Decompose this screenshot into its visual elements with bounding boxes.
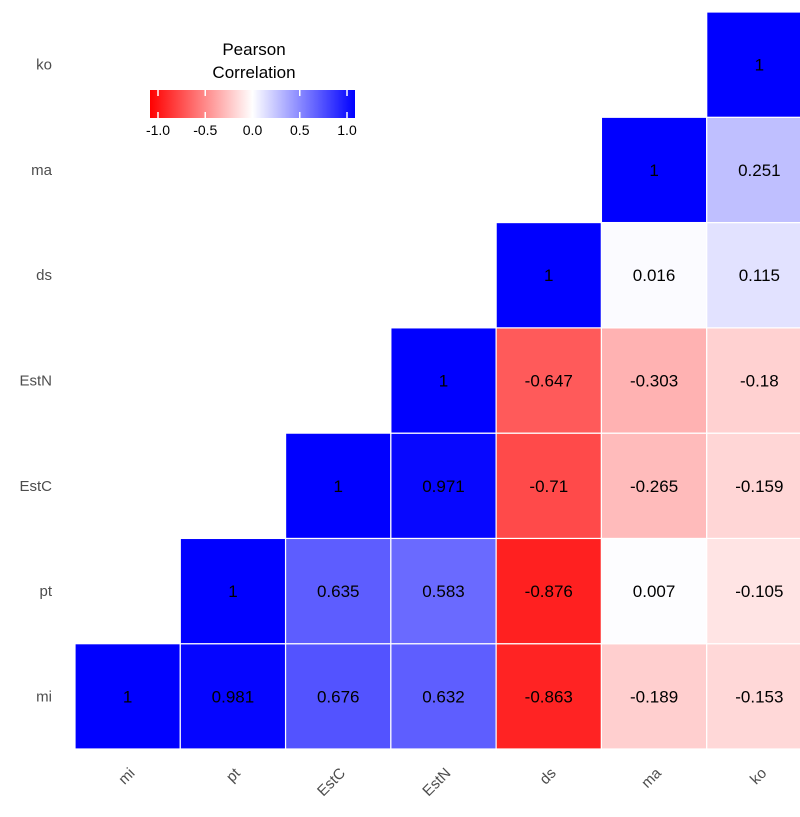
cell-value-label: 1: [439, 372, 448, 391]
cell-value-label: 0.016: [633, 266, 676, 285]
heatmap-cell-mi-EstN: [390, 643, 497, 750]
heatmap-cell-mi-mi: [74, 643, 181, 750]
cell-value-label: 0.676: [317, 687, 360, 706]
legend-tick-label: 0.5: [290, 122, 310, 138]
heatmap-cell-mi-ma: [600, 643, 708, 750]
cell-value-label: -0.105: [735, 582, 783, 601]
cell-value-label: 0.115: [739, 266, 780, 285]
cell-value-label: 0.251: [738, 161, 781, 180]
x-axis-labels: mi pt EstC EstN ds ma ko: [115, 764, 770, 800]
y-tick-label-EstN: EstN: [19, 373, 52, 390]
cell-value-label: 0.007: [633, 582, 676, 601]
y-tick-label-ma: ma: [31, 162, 52, 179]
cell-value-label: 1: [228, 582, 237, 601]
heatmap-cell-EstN-EstN: [390, 327, 497, 434]
x-tick-label-mi: mi: [115, 765, 138, 788]
cell-value-label: 1: [649, 161, 658, 180]
x-tick-label-EstC: EstC: [314, 765, 349, 800]
legend-title-line1: Pearson: [222, 40, 285, 59]
heatmap-cell-ma-ma: [600, 116, 708, 224]
y-axis-labels: mi pt EstC EstN ds ma ko: [19, 57, 52, 706]
cell-value-label: -0.159: [735, 477, 783, 496]
heatmap-cell-pt-EstN: [390, 537, 497, 645]
heatmap-cell-mi-pt: [179, 643, 287, 750]
x-tick-label-ma: ma: [638, 764, 665, 791]
legend-tick-label: 0.0: [243, 122, 263, 138]
cell-value-label: -0.303: [630, 372, 678, 391]
cell-value-label: 0.635: [317, 582, 360, 601]
heatmap-cell-ds-ma: [600, 221, 708, 329]
cell-value-label: -0.18: [740, 372, 779, 391]
cell-value-label: -0.863: [525, 687, 573, 706]
x-tick-label-ds: ds: [536, 765, 559, 788]
x-tick-label-pt: pt: [223, 764, 244, 785]
cell-value-label: 0.971: [422, 477, 465, 496]
heatmap-cell-pt-ko: [706, 537, 800, 645]
heatmap-cell-EstC-ko: [706, 432, 800, 540]
cell-value-label: 0.632: [422, 687, 465, 706]
heatmap-cell-ma-ko: [706, 116, 800, 224]
cell-value-label: 1: [123, 687, 132, 706]
y-tick-label-pt: pt: [39, 583, 52, 600]
heatmap-cell-EstC-EstC: [284, 432, 392, 540]
heatmap-cell-mi-ds: [495, 643, 603, 750]
legend-title-line2: Correlation: [212, 63, 295, 82]
legend-tick-label: -0.5: [193, 122, 217, 138]
heatmap-cell-EstN-ds: [495, 327, 603, 434]
cell-value-label: 1: [544, 266, 553, 285]
heatmap-cell-pt-ma: [600, 537, 708, 645]
heatmap-cell-EstC-EstN: [390, 432, 497, 540]
heatmap-cell-ds-ds: [495, 221, 603, 329]
heatmap-cell-EstN-ma: [600, 327, 708, 434]
legend-tick-label: -1.0: [146, 122, 170, 138]
y-tick-label-ds: ds: [36, 267, 52, 284]
color-legend: Pearson Correlation -1.0 -0.5 0.0 0.5 1.0: [146, 40, 357, 138]
cell-value-label: -0.189: [630, 687, 678, 706]
cell-value-label: -0.876: [525, 582, 573, 601]
cell-value-label: -0.153: [735, 687, 783, 706]
cell-value-label: -0.265: [630, 477, 678, 496]
y-tick-label-mi: mi: [36, 688, 52, 705]
legend-tick-label: 1.0: [337, 122, 357, 138]
cell-value-label: -0.71: [529, 477, 568, 496]
y-tick-label-ko: ko: [36, 57, 52, 74]
cell-value-label: 1: [333, 477, 342, 496]
y-tick-label-EstC: EstC: [19, 478, 52, 495]
cell-value-label: 0.981: [212, 687, 255, 706]
cell-value-label: 0.583: [422, 582, 465, 601]
heatmap-cell-EstC-ma: [600, 432, 708, 540]
heatmap-cell-ds-ko: [706, 221, 800, 329]
cell-value-label: -0.647: [525, 372, 573, 391]
x-tick-label-EstN: EstN: [419, 765, 454, 800]
heatmap-cell-mi-ko: [706, 643, 800, 750]
heatmap-cell-ko-ko: [706, 11, 800, 118]
heatmap-cells: 1 0.981 0.676 0.632 -0.863 -0.189 -0.153 1 0.635…: [74, 11, 800, 750]
x-tick-label-ko: ko: [747, 765, 770, 788]
cell-value-label: 1: [755, 56, 764, 75]
